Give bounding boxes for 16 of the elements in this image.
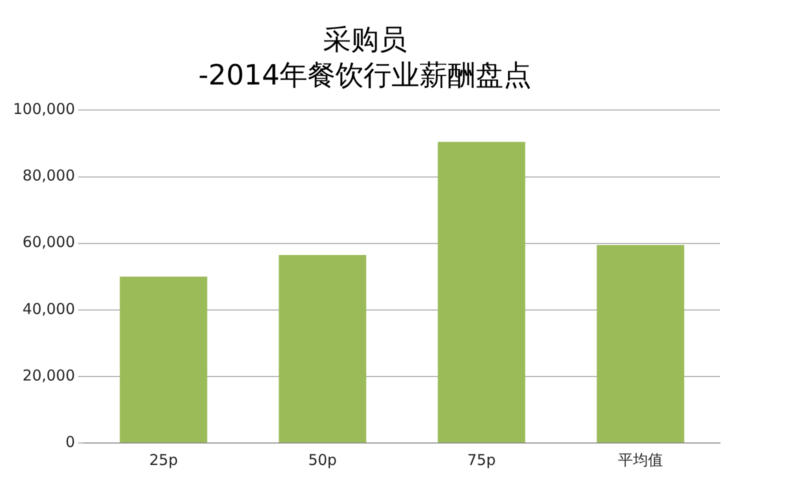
bar [438,142,526,442]
bar [278,254,366,442]
chart-subtitle: -2014年餐饮行业薪酬盘点 [198,58,532,92]
y-tick-label: 20,000 [22,366,76,384]
x-tick-label: 50p [308,450,337,469]
bar [120,276,208,442]
y-tick-label: 100,000 [13,100,76,118]
y-tick-label: 80,000 [22,166,76,185]
y-tick-label: 60,000 [22,233,76,252]
bar [596,244,684,442]
x-tick-label: 平均值 [618,450,664,469]
y-tick-label: 40,000 [22,300,76,318]
x-tick-label: 75p [467,450,496,469]
x-tick-label: 25p [149,450,178,469]
y-tick-label: 0 [65,432,76,451]
chart-title: 采购员 [323,23,407,56]
